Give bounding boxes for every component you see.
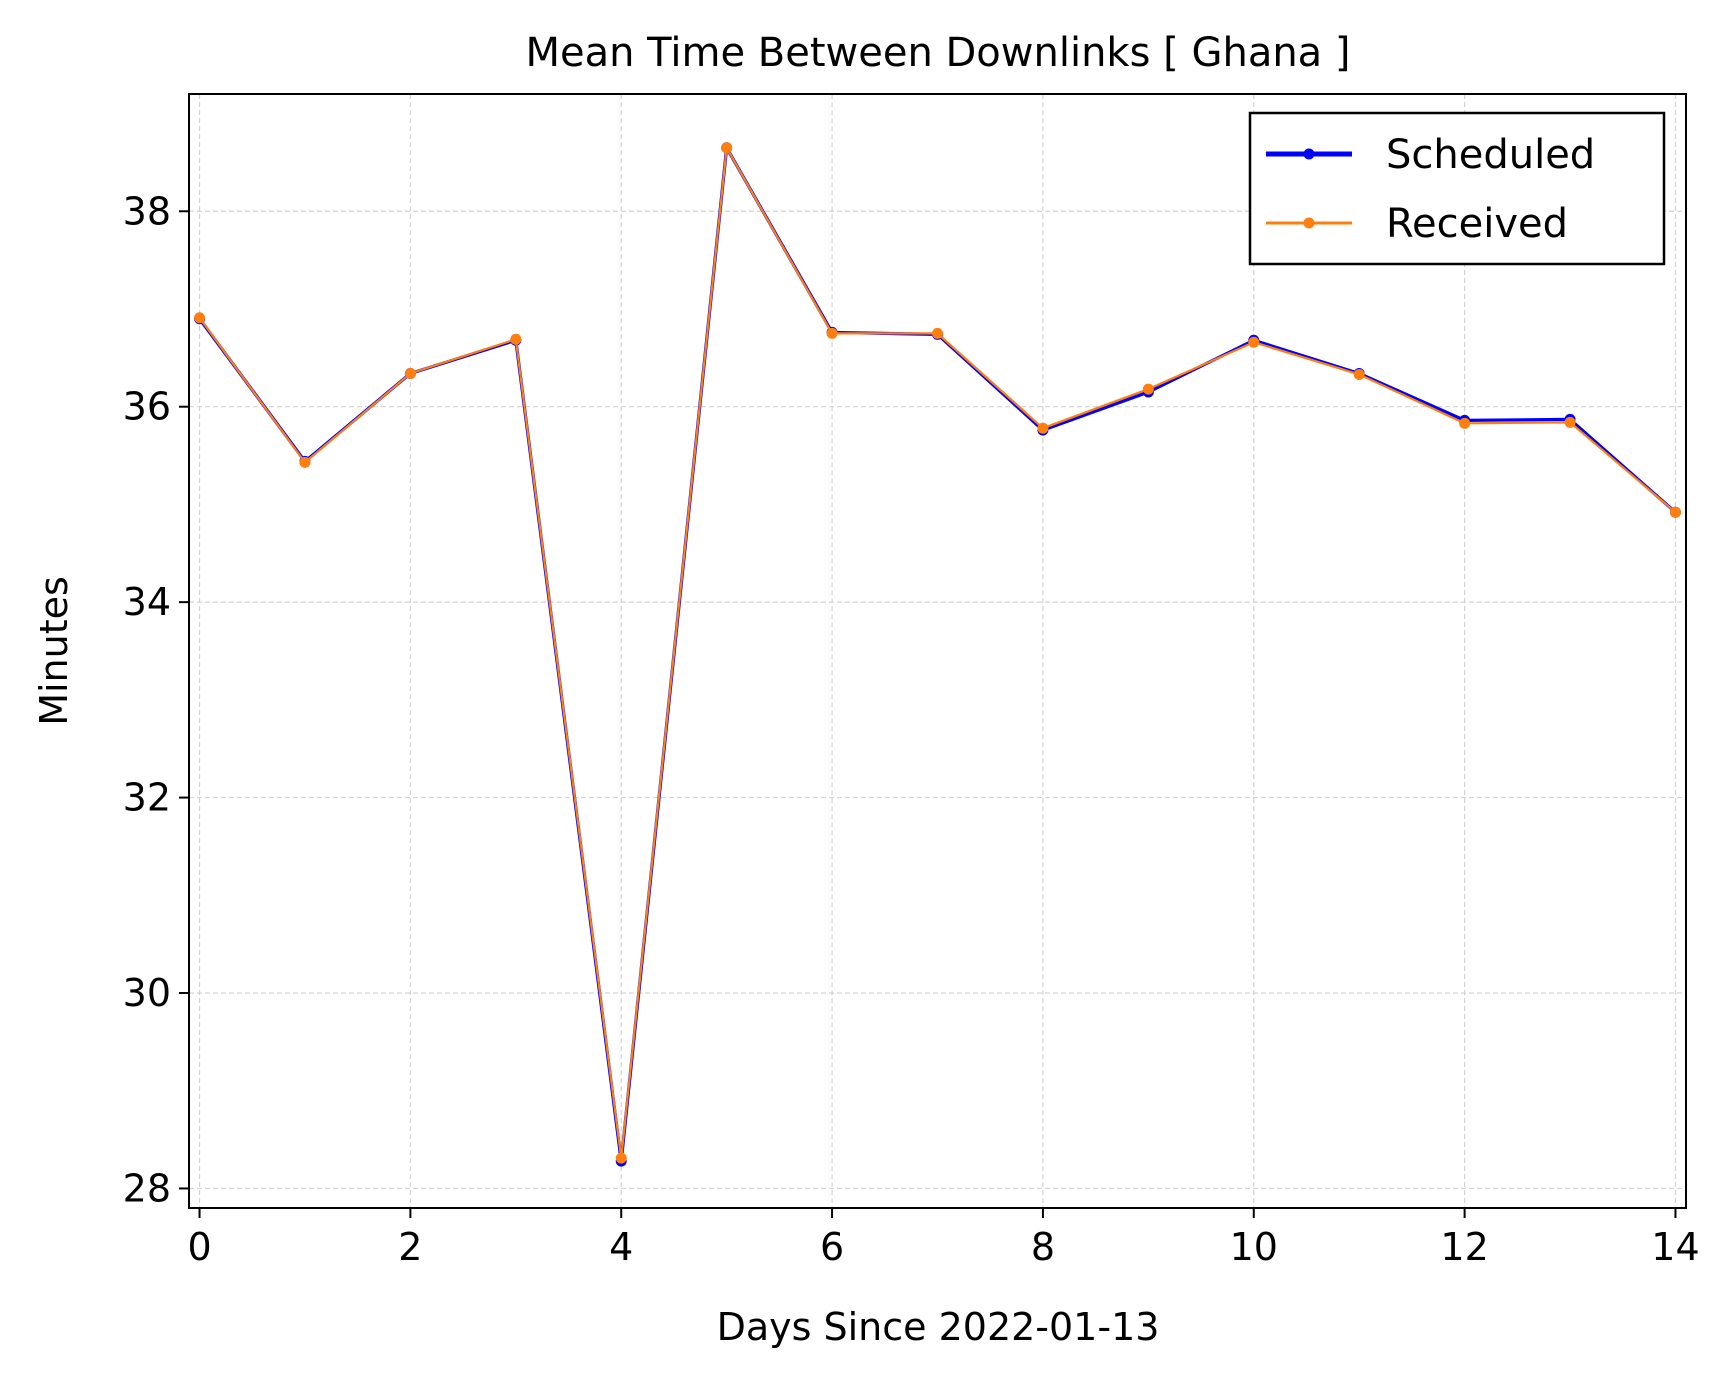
y-tick-label: 36 (123, 385, 171, 429)
legend-label-scheduled: Scheduled (1386, 132, 1595, 178)
data-point-received (1459, 417, 1471, 429)
data-point-received (932, 327, 943, 339)
legend-marker-scheduled (1303, 148, 1315, 160)
x-tick-label: 12 (1440, 1225, 1488, 1269)
x-tick-label: 6 (820, 1225, 844, 1269)
data-point-received (1037, 422, 1049, 434)
series-lines (194, 142, 1681, 1167)
legend-frame (1248, 111, 1666, 266)
x-axis-label: Days Since 2022-01-13 (717, 1305, 1160, 1349)
x-tick-label: 10 (1230, 1225, 1278, 1269)
legend-label-received: Received (1386, 201, 1568, 247)
data-point-received (404, 367, 416, 379)
y-tick-label: 32 (123, 776, 171, 820)
data-point-received (510, 333, 522, 345)
plot-area-frame (188, 93, 1687, 1209)
gridlines (189, 94, 1686, 1208)
x-tick-label: 14 (1651, 1225, 1699, 1269)
data-point-received (194, 312, 206, 324)
axis-ticks: 0 2 4 6 8 10 12 14 28 30 32 34 36 38 (123, 189, 1700, 1269)
y-tick-label: 30 (123, 971, 171, 1015)
data-point-received (1142, 383, 1154, 395)
chart-title: Mean Time Between Downlinks [ Ghana ] (525, 30, 1350, 76)
legend: Scheduled Received (1248, 111, 1666, 266)
y-tick-label: 34 (123, 580, 171, 624)
x-tick-label: 4 (609, 1225, 633, 1269)
data-point-received (1669, 506, 1681, 518)
x-tick-label: 0 (187, 1225, 211, 1269)
data-point-received (1248, 336, 1260, 348)
data-point-received (1564, 416, 1576, 428)
y-tick-label: 28 (123, 1166, 171, 1210)
data-point-received (721, 142, 733, 154)
x-tick-label: 2 (398, 1225, 422, 1269)
data-point-received (299, 456, 311, 468)
legend-marker-received (1303, 217, 1315, 229)
y-tick-label: 38 (123, 189, 171, 233)
data-point-received (826, 327, 838, 339)
y-axis-label: Minutes (32, 576, 76, 726)
x-tick-label: 8 (1031, 1225, 1055, 1269)
data-point-received (615, 1152, 627, 1164)
data-point-received (1353, 368, 1365, 380)
